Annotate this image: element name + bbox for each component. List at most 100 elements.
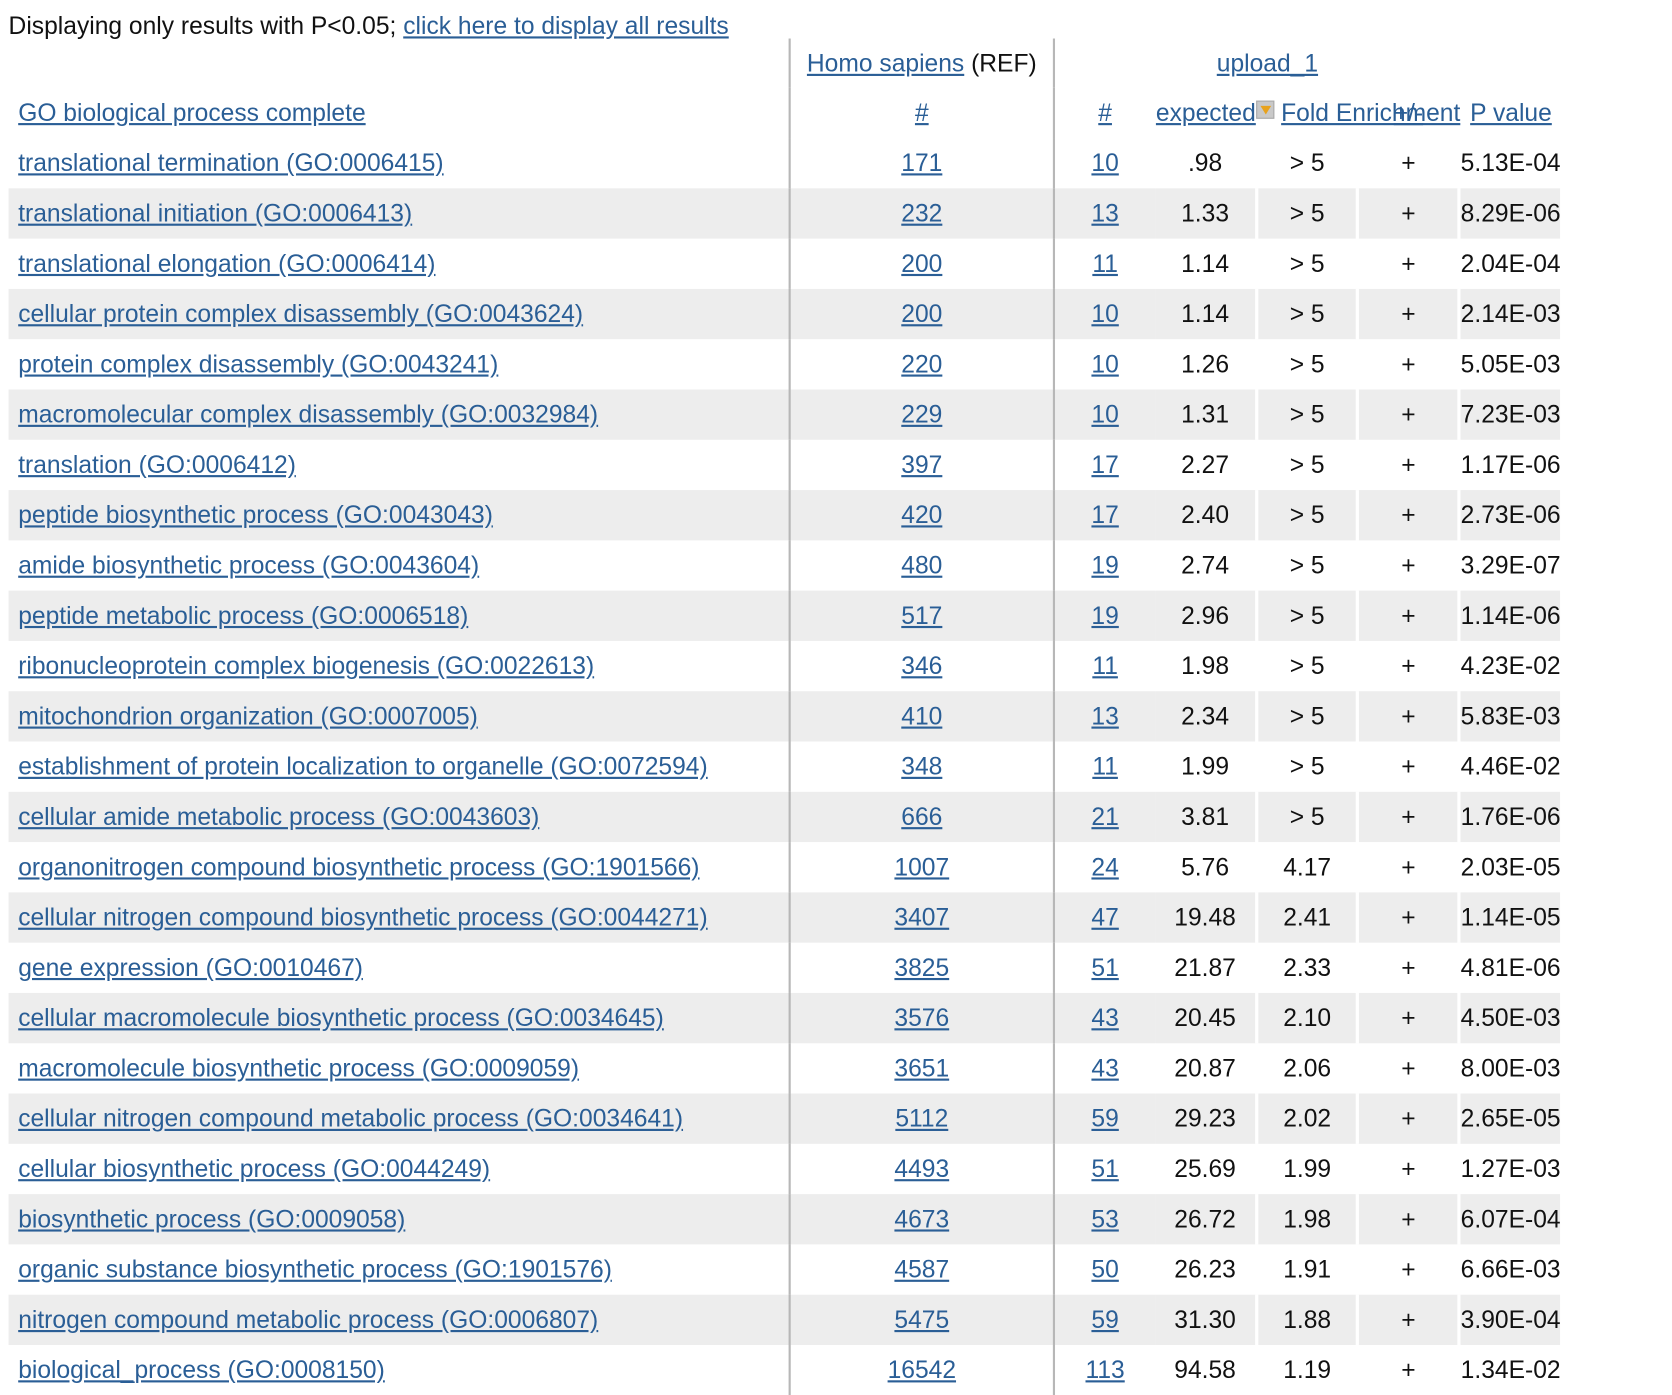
ref-count-link[interactable]: 220	[901, 349, 943, 378]
pvalue-value: 6.66E-03	[1460, 1255, 1561, 1283]
count-link[interactable]: 17	[1091, 450, 1119, 479]
upload-list-link[interactable]: upload_1	[1216, 48, 1319, 77]
ref-count-link[interactable]: 397	[901, 450, 943, 479]
ref-count-link[interactable]: 666	[901, 802, 943, 831]
go-term-link[interactable]: cellular biosynthetic process (GO:004424…	[18, 1154, 491, 1183]
pvalue-value: 2.73E-06	[1459, 490, 1561, 541]
go-term-link[interactable]: cellular nitrogen compound biosynthetic …	[18, 903, 708, 931]
go-term-link[interactable]: cellular nitrogen compound metabolic pro…	[18, 1104, 684, 1133]
sort-by-expected-link[interactable]: expected	[1155, 98, 1256, 127]
go-term-link[interactable]: cellular macromolecule biosynthetic proc…	[18, 1003, 664, 1032]
sort-by-sign-link[interactable]: +/-	[1393, 98, 1424, 127]
go-term-link[interactable]: amide biosynthetic process (GO:0043604)	[18, 551, 480, 579]
sort-descending-icon[interactable]	[1256, 100, 1275, 119]
ref-count-link[interactable]: 3651	[894, 1053, 950, 1082]
go-term-link[interactable]: translational termination (GO:0006415)	[18, 148, 444, 177]
count-link[interactable]: 24	[1091, 852, 1119, 881]
count-link[interactable]: 47	[1091, 903, 1119, 931]
table-row: cellular protein complex disassembly (GO…	[8, 288, 1662, 340]
count-cell: 13	[1052, 188, 1156, 239]
count-link[interactable]: 21	[1091, 802, 1119, 831]
sort-by-fold-enrichment-link[interactable]: Fold Enrichment	[1281, 98, 1461, 127]
ref-count-link[interactable]: 200	[901, 299, 943, 328]
ref-count-link[interactable]: 171	[901, 148, 943, 177]
sort-by-count-link[interactable]: #	[1098, 98, 1112, 127]
go-term-link[interactable]: biosynthetic process (GO:0009058)	[18, 1204, 406, 1233]
ref-count-link[interactable]: 480	[901, 551, 943, 579]
ref-count-link[interactable]: 517	[901, 601, 943, 630]
go-term-link[interactable]: peptide metabolic process (GO:0006518)	[18, 601, 469, 630]
go-term-link[interactable]: biological_process (GO:0008150)	[18, 1355, 385, 1384]
go-term-link[interactable]: protein complex disassembly (GO:0043241)	[18, 349, 499, 378]
count-link[interactable]: 10	[1091, 299, 1119, 328]
sort-by-go-term-link[interactable]: GO biological process complete	[18, 98, 366, 127]
go-term-link[interactable]: cellular amide metabolic process (GO:004…	[18, 802, 540, 831]
ref-count-link[interactable]: 3576	[894, 1003, 950, 1032]
count-link[interactable]: 17	[1091, 500, 1119, 529]
ref-count-link[interactable]: 232	[901, 199, 943, 227]
go-term-link[interactable]: translation (GO:0006412)	[18, 450, 296, 479]
go-term-link[interactable]: translational elongation (GO:0006414)	[18, 249, 436, 278]
count-link[interactable]: 43	[1091, 1003, 1119, 1032]
go-term-link[interactable]: organic substance biosynthetic process (…	[18, 1255, 612, 1283]
ref-count-link[interactable]: 3407	[894, 903, 950, 931]
sort-by-pvalue-link[interactable]: P value	[1470, 98, 1552, 127]
count-link[interactable]: 19	[1091, 601, 1119, 630]
count-link[interactable]: 59	[1091, 1305, 1119, 1334]
go-term-cell: translation (GO:0006412)	[9, 440, 790, 490]
count-link[interactable]: 11	[1092, 752, 1118, 781]
ref-count-link[interactable]: 3825	[894, 953, 950, 982]
display-all-results-link[interactable]: click here to display all results	[403, 11, 729, 40]
count-link[interactable]: 10	[1091, 349, 1119, 378]
ref-count-link[interactable]: 229	[901, 400, 943, 429]
ref-count-link[interactable]: 410	[901, 701, 943, 730]
ref-count-link[interactable]: 4673	[894, 1204, 950, 1233]
go-term-link[interactable]: peptide biosynthetic process (GO:0043043…	[18, 500, 493, 529]
count-link[interactable]: 51	[1091, 1154, 1119, 1183]
count-link[interactable]: 10	[1091, 400, 1119, 429]
go-term-link[interactable]: cellular protein complex disassembly (GO…	[18, 299, 584, 328]
expected-value: 19.48	[1155, 892, 1259, 943]
count-link[interactable]: 13	[1091, 199, 1119, 227]
go-term-link[interactable]: establishment of protein localization to…	[18, 752, 708, 781]
go-term-cell: cellular macromolecule biosynthetic proc…	[8, 992, 790, 1044]
go-term-link[interactable]: translational initiation (GO:0006413)	[18, 199, 413, 227]
ref-count-link[interactable]: 420	[901, 500, 943, 529]
count-link[interactable]: 50	[1091, 1255, 1119, 1283]
go-term-link[interactable]: mitochondrion organization (GO:0007005)	[18, 701, 478, 730]
sort-by-ref-count-link[interactable]: #	[914, 98, 929, 127]
ref-count-link[interactable]: 5475	[894, 1305, 950, 1334]
count-link[interactable]: 43	[1091, 1053, 1119, 1082]
ref-count-link[interactable]: 1007	[894, 852, 950, 881]
ref-count-link[interactable]: 4493	[894, 1154, 950, 1183]
go-term-cell: macromolecule biosynthetic process (GO:0…	[9, 1043, 790, 1093]
count-link[interactable]: 59	[1091, 1104, 1119, 1133]
pvalue-value: 5.83E-03	[1459, 691, 1561, 742]
go-term-link[interactable]: macromolecule biosynthetic process (GO:0…	[18, 1053, 580, 1082]
ref-species-link[interactable]: Homo sapiens	[806, 48, 965, 77]
count-link[interactable]: 13	[1091, 701, 1119, 730]
count-link[interactable]: 10	[1091, 148, 1119, 177]
expected-value: 3.81	[1155, 791, 1259, 843]
count-link[interactable]: 19	[1091, 551, 1119, 579]
pvalue-value: 1.14E-06	[1459, 590, 1561, 641]
ref-count-link[interactable]: 200	[901, 249, 943, 278]
ref-count-link[interactable]: 4587	[894, 1255, 950, 1283]
go-term-link[interactable]: nitrogen compound metabolic process (GO:…	[18, 1305, 599, 1334]
count-link[interactable]: 53	[1091, 1204, 1119, 1233]
go-term-link[interactable]: ribonucleoprotein complex biogenesis (GO…	[18, 651, 595, 680]
expected-value: 29.23	[1155, 1093, 1259, 1144]
count-link[interactable]: 11	[1092, 651, 1118, 680]
go-term-link[interactable]: organonitrogen compound biosynthetic pro…	[18, 852, 700, 881]
ref-count-link[interactable]: 16542	[887, 1355, 957, 1384]
count-link[interactable]: 113	[1085, 1355, 1125, 1384]
go-term-link[interactable]: macromolecular complex disassembly (GO:0…	[18, 400, 599, 429]
expected-value: 26.23	[1155, 1244, 1259, 1295]
ref-count-link[interactable]: 346	[901, 651, 943, 680]
count-link[interactable]: 11	[1092, 249, 1118, 278]
go-term-link[interactable]: gene expression (GO:0010467)	[18, 953, 363, 982]
ref-count-link[interactable]: 5112	[895, 1104, 949, 1133]
ref-count-cell: 3825	[788, 942, 1054, 993]
ref-count-link[interactable]: 348	[901, 752, 943, 781]
count-link[interactable]: 51	[1091, 953, 1119, 982]
